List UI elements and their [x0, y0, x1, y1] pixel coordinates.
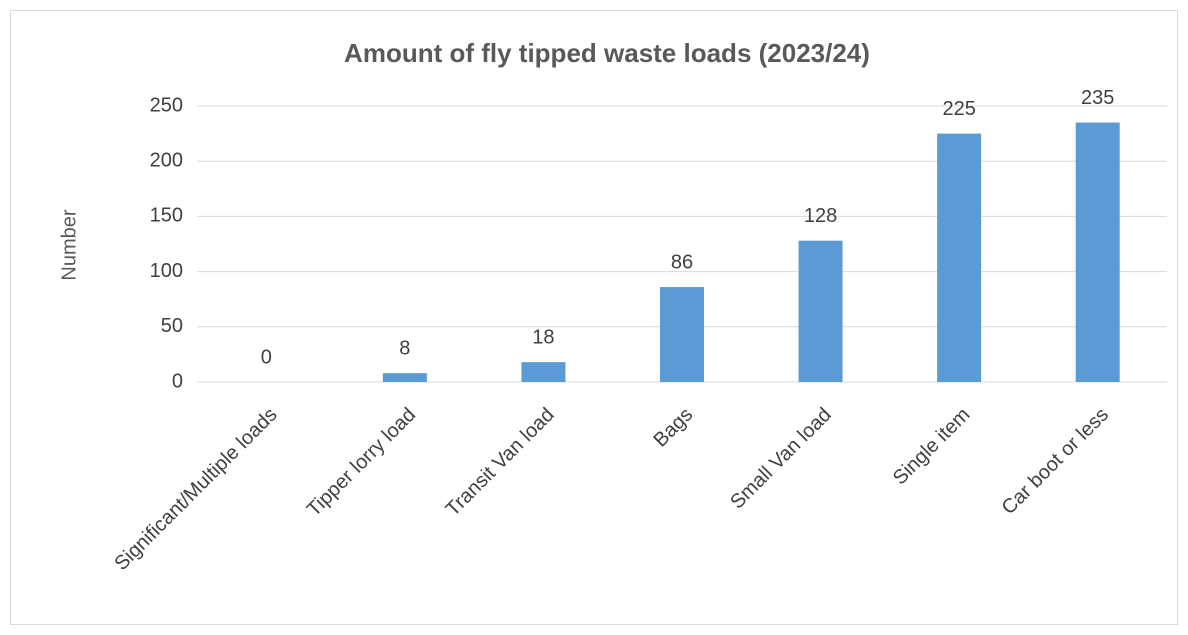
y-tick-label: 100	[150, 260, 183, 282]
bar	[798, 240, 843, 382]
y-tick-label: 0	[172, 370, 183, 392]
bar	[1075, 122, 1120, 382]
y-tick-label: 150	[150, 205, 183, 227]
bar	[660, 287, 704, 382]
data-label: 18	[532, 326, 554, 348]
bar	[382, 373, 427, 382]
data-label: 235	[1081, 87, 1114, 109]
y-tick-label: 50	[161, 315, 183, 337]
data-label: 128	[804, 205, 837, 227]
data-label: 8	[399, 337, 410, 359]
data-label: 0	[261, 346, 272, 368]
data-label: 225	[942, 98, 975, 120]
y-tick-label: 250	[150, 94, 183, 116]
chart-frame	[10, 10, 1178, 625]
bar	[521, 362, 566, 382]
y-tick-label: 200	[150, 149, 183, 171]
bar	[937, 133, 982, 382]
data-label: 86	[671, 251, 693, 273]
y-axis-label: Number	[58, 209, 80, 280]
chart-title: Amount of fly tipped waste loads (2023/2…	[344, 38, 870, 68]
